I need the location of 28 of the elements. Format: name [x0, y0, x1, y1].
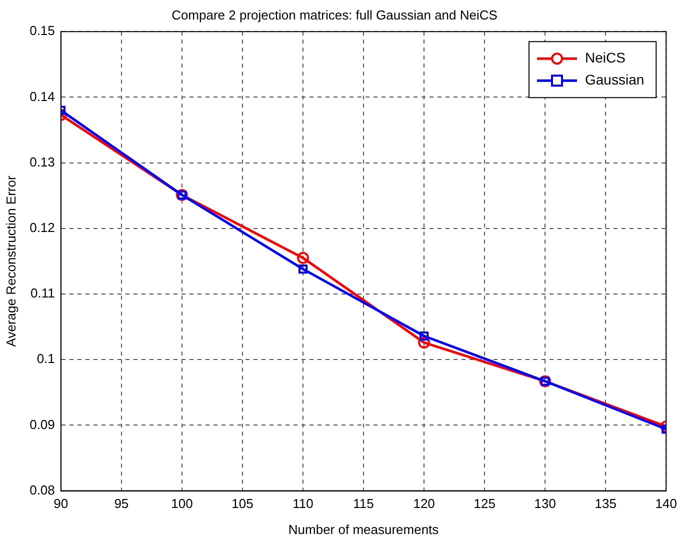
x-tick-label: 90 [54, 496, 68, 512]
legend-label: NeiCS [585, 49, 626, 66]
y-tick-label: 0.08 [30, 482, 55, 498]
y-axis-title: Average Reconstruction Error [3, 175, 18, 347]
y-tick-label: 0.12 [30, 220, 55, 235]
x-tick-label: 100 [171, 496, 193, 512]
x-tick-label: 95 [114, 496, 129, 512]
x-tick-label: 130 [534, 496, 556, 512]
x-tick-label: 140 [655, 496, 678, 512]
legend-label: Gaussian [585, 71, 644, 88]
point [418, 336, 430, 349]
chart-title: Compare 2 projection matrices: full Gaussian and NeiCS [172, 7, 498, 22]
y-tick-label: 0.13 [30, 154, 55, 170]
point [297, 252, 310, 264]
y-tick-label: 0.1 [36, 351, 55, 366]
x-tick-label: 120 [413, 496, 435, 512]
x-tick-label: 115 [353, 496, 374, 512]
y-tick-label: 0.09 [30, 416, 55, 432]
point [298, 264, 308, 274]
y-tick-label: 0.14 [30, 88, 55, 104]
y-tick-label: 0.11 [30, 286, 55, 301]
x-tick-label: 125 [474, 496, 496, 512]
x-tick-label: 135 [594, 496, 616, 512]
x-axis-title: Number of measurements [288, 522, 440, 537]
y-tick-label: 0.15 [30, 23, 55, 38]
point [420, 331, 429, 341]
x-tick-label: 105 [232, 496, 254, 512]
x-tick-label: 110 [292, 496, 314, 512]
